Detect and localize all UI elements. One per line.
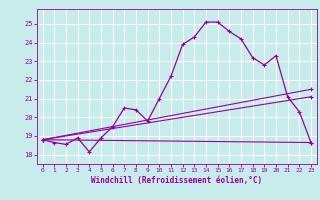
X-axis label: Windchill (Refroidissement éolien,°C): Windchill (Refroidissement éolien,°C) bbox=[91, 176, 262, 185]
